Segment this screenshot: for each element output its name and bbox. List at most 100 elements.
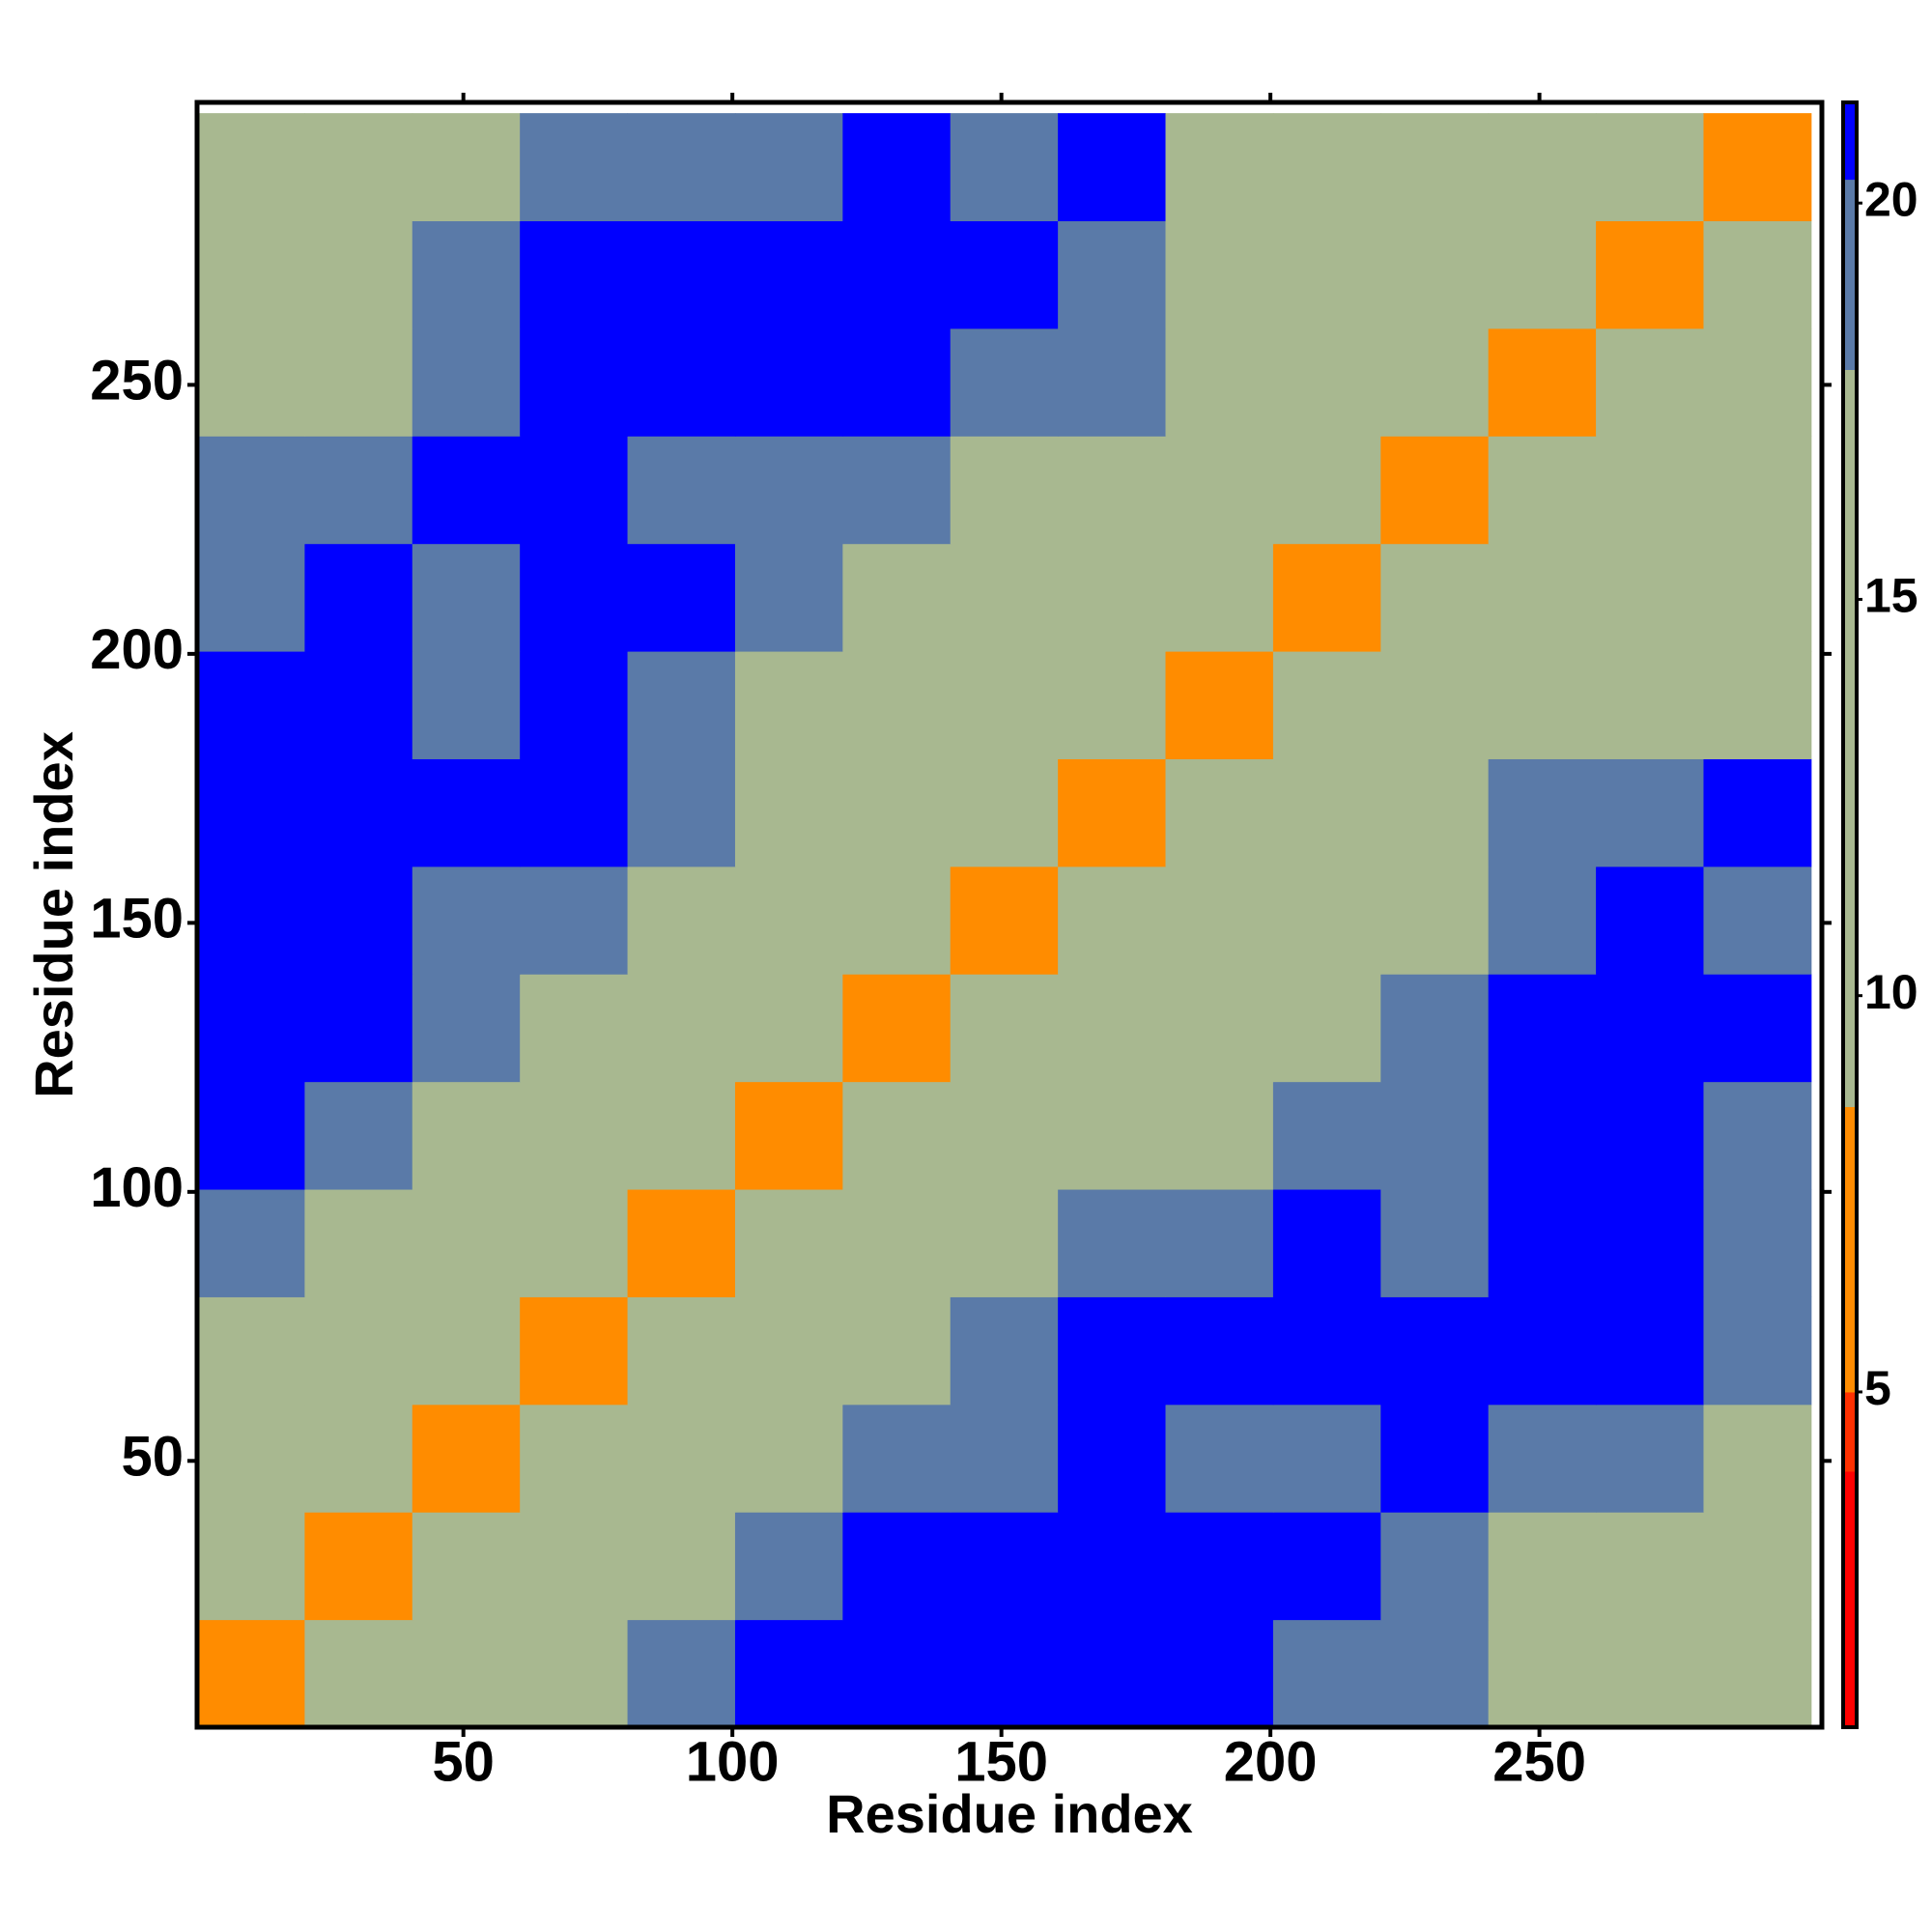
heatmap-cell [1488,436,1597,545]
heatmap-cell [412,1404,521,1513]
heatmap-cell [1703,220,1812,329]
heatmap-cell [950,436,1059,545]
heatmap-cell [627,1619,736,1728]
heatmap-cell [412,866,521,975]
heatmap-cell [1058,1189,1167,1297]
heatmap-cell [1703,327,1812,437]
heatmap-cell [842,327,952,437]
heatmap-cell [412,436,521,545]
heatmap-cell [1380,1404,1490,1513]
heatmap-cell [842,758,952,867]
heatmap-cell [1272,113,1381,222]
heatmap-cell [842,651,952,759]
heatmap-cell [627,1512,736,1621]
heatmap-cell [520,1081,629,1190]
heatmap-cell [627,1081,736,1190]
y-tick-label: 50 [121,1426,184,1489]
heatmap-cell [950,1512,1059,1621]
heatmap-cell [412,220,521,329]
heatmap-cell [412,1296,521,1406]
heatmap-cell [950,651,1059,759]
heatmap-cell [1058,1512,1167,1621]
colorbar-tick-label: 20 [1864,172,1918,226]
heatmap-cell [520,1619,629,1728]
heatmap-cell [1596,436,1704,545]
heatmap-cell [1380,1189,1490,1297]
heatmap-cell [1165,974,1274,1083]
heatmap-cell [842,1296,952,1406]
heatmap-cell [304,113,413,222]
heatmap-cell [1488,1512,1597,1621]
heatmap-cell [1703,1189,1812,1297]
heatmap-cell [304,220,413,329]
colorbar-tick-label: 15 [1864,569,1918,623]
heatmap-cell [197,866,305,975]
heatmap-cell [1596,758,1704,867]
heatmap-cell [304,1081,413,1190]
heatmap-cell [197,758,305,867]
heatmap-cell [1165,1512,1274,1621]
heatmap-cell [1596,543,1704,652]
colorbar-tick-label: 10 [1864,965,1918,1019]
colorbar-tick-label: 5 [1864,1361,1891,1415]
heatmap-cell [1272,220,1381,329]
heatmap-cell [950,543,1059,652]
heatmap-cell [412,543,521,652]
colorbar-segment [1843,1470,1857,1728]
y-tick-label: 100 [90,1156,184,1219]
heatmap-cell [734,1404,843,1513]
heatmap-cell [1703,1081,1812,1190]
heatmap-cell [1165,758,1274,867]
heatmap-cell [1596,327,1704,437]
heatmap-cell [1380,543,1490,652]
heatmap-cell [304,1404,413,1513]
heatmap-cell [1058,220,1167,329]
heatmap-cell [1488,327,1597,437]
heatmap-cell [1165,436,1274,545]
heatmap-cell [1596,1619,1704,1728]
heatmap-cell [1058,866,1167,975]
x-tick-label: 100 [686,1730,780,1793]
heatmap-cell [1165,1619,1274,1728]
heatmap-cell [1058,1081,1167,1190]
heatmap-cell [304,974,413,1083]
heatmap-cell [950,758,1059,867]
heatmap-cell [197,436,305,545]
heatmap-cell [1488,1296,1597,1406]
heatmap-cell [842,436,952,545]
x-axis-label: Residue index [826,1783,1193,1844]
heatmap-cell [304,1512,413,1621]
heatmap-cell [1488,651,1597,759]
heatmap-cell [950,220,1059,329]
heatmap-cell [1165,543,1274,652]
heatmap-cell [520,758,629,867]
heatmap-cell [1596,1081,1704,1190]
heatmap-cell [842,1404,952,1513]
heatmap-cell [1703,1619,1812,1728]
heatmap-cell [197,543,305,652]
heatmap-cell [627,220,736,329]
heatmap-cell [1488,1189,1597,1297]
heatmap-cell [520,220,629,329]
heatmap-cell [1596,974,1704,1083]
heatmap-cell [197,1619,305,1728]
heatmap-cell [1272,1404,1381,1513]
heatmap-cell [1272,1189,1381,1297]
heatmap-cell [304,758,413,867]
heatmap-cell [412,327,521,437]
heatmap-cell [1380,113,1490,222]
heatmap-cell [1058,758,1167,867]
heatmap-cell [1703,1296,1812,1406]
heatmap-cell [1272,974,1381,1083]
heatmap-cell [1596,651,1704,759]
heatmap-cell [1165,1189,1274,1297]
heatmap-cell [627,974,736,1083]
heatmap-cell [950,327,1059,437]
heatmap-cell [734,113,843,222]
heatmap-cell [1380,436,1490,545]
heatmap-cell [197,113,305,222]
heatmap-cell [1272,1081,1381,1190]
heatmap-cell [304,866,413,975]
heatmap-cell [1380,758,1490,867]
